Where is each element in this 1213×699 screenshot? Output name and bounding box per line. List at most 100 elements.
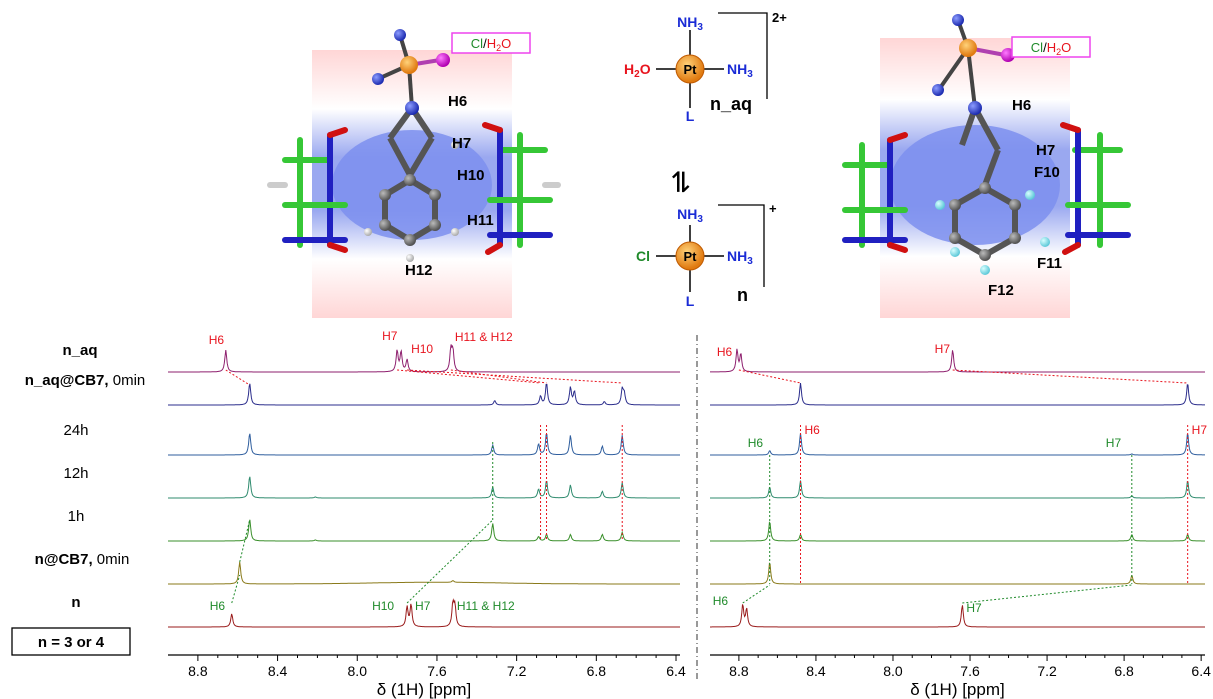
left-red-label-h11-h12: H11 & H12 [455, 330, 513, 344]
left-red-label-h7: H7 [382, 329, 398, 343]
right-red-label-h6-b: H6 [805, 423, 821, 437]
left-label-h10: H10 [457, 167, 485, 184]
equilibrium-arrows: ⇌ [666, 170, 697, 193]
left-green-label-h11-h12: H11 & H12 [457, 599, 515, 613]
right-label-h6: H6 [1012, 97, 1031, 114]
right-molecular-model: Cl/H2O H6 H7 F10 F11 F12 [842, 14, 1131, 318]
left-counterion-box [451, 32, 531, 54]
row-label-n-aq: n_aq [62, 342, 97, 359]
cl-name: n [737, 285, 748, 305]
right-red-dots-2 [952, 369, 1188, 384]
left-green-dots-1 [231, 574, 241, 604]
right-label-f10: F10 [1034, 164, 1060, 181]
left-cb7-wall-left [267, 127, 348, 253]
aq-charge: 2+ [772, 10, 787, 25]
left-green-label-h7: H7 [415, 599, 431, 613]
x-tick-label-left-6: 6.4 [666, 663, 686, 679]
x-tick-label-right-4: 7.2 [1037, 663, 1057, 679]
right-cavity-core [890, 125, 1060, 245]
trace-right-12h [710, 480, 1205, 499]
spectra-panel-left: 8.8 8.4 8.0 7.6 7.2 6.8 6.4 δ (1H) [ppm] [168, 344, 686, 699]
x-tick-label-right-0: 8.8 [729, 663, 749, 679]
trace-left-n-aq [168, 344, 680, 373]
scheme-n-aq: Pt NH3 H2O NH3 L 2+ n_aq [624, 10, 787, 124]
legend-box [11, 627, 131, 656]
right-red-dots-1 [738, 369, 801, 384]
trace-left-n-CB7 [168, 561, 680, 585]
left-label-h11: H11 [467, 212, 494, 229]
left-red-label-h10: H10 [411, 342, 433, 356]
right-green-dots-2 [962, 584, 1132, 604]
left-red-dots-2 [397, 369, 541, 384]
left-label-h7: H7 [452, 135, 471, 152]
left-green-dots-3 [406, 519, 494, 604]
x-axis-label-right: δ (1H) [ppm] [910, 680, 1004, 699]
trace-left-24h [168, 433, 680, 456]
right-red-label-h7: H7 [935, 342, 951, 356]
x-tick-label-right-5: 6.8 [1114, 663, 1134, 679]
trace-right-n [710, 604, 1205, 628]
x-tick-label-left-3: 7.6 [427, 663, 447, 679]
trace-right-n-CB7 [710, 562, 1205, 585]
row-label-n-aq-CB7: n_aq@CB7, 0min [25, 372, 146, 389]
trace-left-n [168, 598, 680, 628]
row-labels: n_aq n_aq@CB7, 0min 24h 12h 1h n@CB7, 0min n [25, 342, 146, 611]
trace-left-n-aq-CB7 [168, 383, 680, 406]
x-tick-label-left-0: 8.8 [188, 663, 208, 679]
x-tick-label-right-6: 6.4 [1191, 663, 1211, 679]
right-green-label-h6-b: H6 [713, 594, 729, 608]
right-red-label-h6: H6 [717, 345, 733, 359]
legend-box-text: n = 3 or 4 [38, 634, 105, 651]
right-label-f11: F11 [1037, 255, 1062, 272]
left-red-dots-4 [450, 369, 547, 384]
pt-atom-cl [675, 241, 705, 271]
trace-right-24h [710, 432, 1205, 456]
left-label-h12: H12 [405, 262, 433, 279]
right-green-label-h7-b: H7 [966, 601, 982, 615]
right-green-label-h7: H7 [1106, 436, 1122, 450]
aq-right-ligand: NH3 [727, 61, 753, 80]
aq-top-ligand: NH3 [677, 14, 703, 33]
cl-charge: + [769, 201, 777, 216]
scheme-n: Pt NH3 Cl NH3 L + n [636, 201, 777, 309]
x-tick-label-left-1: 8.4 [268, 663, 288, 679]
right-green-dots-1 [742, 584, 770, 604]
row-label-n-CB7: n@CB7, 0min [35, 551, 130, 568]
aq-left-ligand: H2O [624, 61, 651, 80]
trace-right-1h [710, 521, 1205, 542]
pt-label-cl: Pt [684, 249, 698, 264]
row-label-24h: 24h [63, 422, 88, 439]
right-guest-complex [932, 14, 1050, 275]
row-label-n: n [71, 594, 80, 611]
pt-label-aq: Pt [684, 62, 698, 77]
left-red-label-h6: H6 [209, 333, 225, 347]
aq-bracket [718, 12, 768, 99]
aq-bottom-ligand: L [686, 108, 695, 124]
left-green-label-h6: H6 [210, 599, 226, 613]
x-tick-label-left-4: 7.2 [507, 663, 527, 679]
left-guest-complex [364, 29, 459, 262]
right-label-f12: F12 [988, 282, 1014, 299]
spectra-panel-right: 8.8 8.4 8.0 7.6 7.2 6.8 6.4 δ (1H) [ppm] [710, 348, 1211, 699]
left-label-h6: H6 [448, 93, 467, 110]
pt-atom-aq [675, 54, 705, 84]
trace-left-12h [168, 476, 680, 499]
row-label-1h: 1h [68, 508, 85, 525]
left-molecular-model: Cl/H2O H6 H7 H10 H11 H12 [267, 29, 561, 318]
x-tick-label-right-1: 8.4 [806, 663, 826, 679]
right-cb7-wall-right [1060, 122, 1131, 255]
trace-right-n-aq [710, 348, 1205, 373]
right-cb7-wall-left [842, 132, 908, 253]
peak-annotations: H6 H7 H10 H11 & H12 H6 H10 H7 H11 & H12 H6 H7 H6 H7… [209, 329, 1208, 615]
x-axis-label-left: δ (1H) [ppm] [377, 680, 471, 699]
x-tick-label-left-5: 6.8 [587, 663, 607, 679]
x-tick-label-right-2: 8.0 [883, 663, 903, 679]
cl-bracket [718, 204, 765, 287]
row-label-12h: 12h [63, 465, 88, 482]
trace-right-n-aq-CB7 [710, 382, 1205, 406]
cl-left-ligand: Cl [636, 248, 650, 264]
left-counterion-label: Cl/H2O [471, 36, 511, 53]
right-counterion-box [1011, 36, 1091, 58]
cl-bottom-ligand: L [686, 293, 695, 309]
left-green-dots-2 [239, 519, 251, 563]
